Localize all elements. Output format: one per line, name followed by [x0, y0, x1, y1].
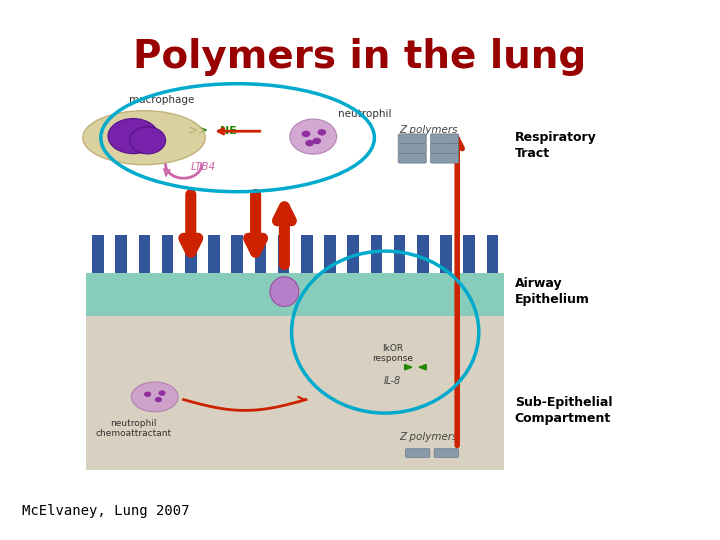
Text: Sub-Epithelial
Compartment: Sub-Epithelial Compartment	[515, 396, 612, 425]
Ellipse shape	[130, 127, 166, 154]
Ellipse shape	[83, 111, 205, 165]
Bar	[440, 235, 451, 273]
Bar	[139, 235, 150, 273]
Text: LTB4: LTB4	[191, 163, 216, 172]
FancyBboxPatch shape	[398, 153, 426, 163]
Bar	[487, 235, 498, 273]
Bar	[324, 235, 336, 273]
Ellipse shape	[312, 138, 321, 144]
FancyBboxPatch shape	[405, 449, 430, 457]
Bar	[92, 235, 104, 273]
FancyBboxPatch shape	[431, 134, 459, 144]
Ellipse shape	[305, 140, 314, 146]
Text: Respiratory
Tract: Respiratory Tract	[515, 131, 597, 160]
Bar	[301, 235, 312, 273]
Text: neutrophil
chemoattractant: neutrophil chemoattractant	[95, 418, 171, 438]
Bar	[86, 273, 504, 316]
FancyBboxPatch shape	[434, 449, 459, 457]
Bar	[231, 235, 243, 273]
FancyBboxPatch shape	[398, 144, 426, 153]
Bar	[208, 235, 220, 273]
FancyBboxPatch shape	[431, 144, 459, 153]
Ellipse shape	[158, 390, 166, 396]
Bar	[371, 235, 382, 273]
Ellipse shape	[108, 118, 158, 153]
Text: NE: NE	[220, 126, 236, 136]
Bar	[255, 235, 266, 273]
Ellipse shape	[144, 392, 151, 397]
FancyBboxPatch shape	[431, 153, 459, 163]
Ellipse shape	[270, 276, 299, 307]
Bar	[278, 235, 289, 273]
Text: macrophage: macrophage	[130, 95, 194, 105]
Text: >>: >>	[188, 125, 209, 138]
Bar	[115, 235, 127, 273]
Polygon shape	[405, 364, 412, 370]
Text: Z polymers: Z polymers	[400, 433, 458, 442]
Ellipse shape	[289, 119, 336, 154]
Text: neutrophil: neutrophil	[338, 109, 392, 119]
Bar	[185, 235, 197, 273]
Bar	[394, 235, 405, 273]
Text: McElvaney, Lung 2007: McElvaney, Lung 2007	[22, 504, 189, 518]
FancyBboxPatch shape	[398, 134, 426, 144]
Text: IL-8: IL-8	[384, 376, 401, 386]
Text: Z polymers: Z polymers	[400, 125, 458, 134]
Polygon shape	[419, 364, 426, 370]
Bar	[348, 235, 359, 273]
Ellipse shape	[302, 131, 310, 137]
Bar	[162, 235, 174, 273]
Ellipse shape	[155, 397, 162, 402]
Text: Polymers in the lung: Polymers in the lung	[133, 38, 587, 76]
Text: IkOR
response: IkOR response	[372, 344, 413, 363]
Bar	[464, 235, 475, 273]
Text: Airway
Epithelium: Airway Epithelium	[515, 277, 590, 306]
Ellipse shape	[318, 129, 326, 136]
Bar	[417, 235, 428, 273]
Bar	[86, 316, 504, 470]
Ellipse shape	[132, 382, 179, 411]
